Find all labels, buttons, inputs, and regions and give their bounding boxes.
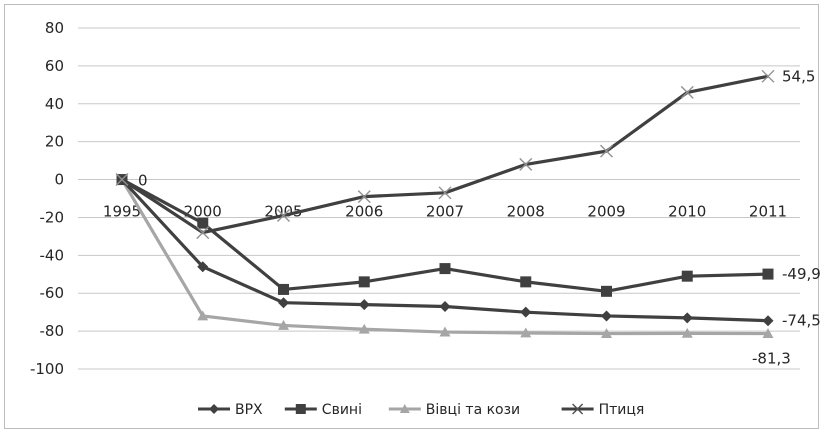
marker-x-stroke [600,144,613,158]
data-label: 0 [138,172,148,190]
y-tick-label: 60 [45,57,64,75]
marker-x-stroke [357,190,371,204]
legend-item: Вівці та кози [388,402,520,418]
marker-x-stroke [519,157,533,171]
marker-x-stroke [761,69,775,83]
data-point [762,268,774,280]
x-tick-label: 1995 [103,203,141,221]
x-tick-label: 2007 [426,203,464,221]
data-point [278,297,289,309]
data-point [196,226,210,240]
chart-frame [4,4,819,429]
data-point [762,315,774,327]
y-tick-label: -20 [40,208,65,226]
x-tick-label: 2009 [587,203,625,221]
y-tick-label: 20 [45,133,64,151]
data-point [357,190,371,204]
data-point [197,310,209,321]
data-point [278,319,289,330]
data-point [358,276,370,288]
marker-x-stroke [115,173,129,187]
data-point [439,326,451,337]
data-label: -74,5 [782,312,821,330]
legend-item: Свині [284,402,362,418]
data-label: -49,9 [782,265,821,283]
series-line [120,178,769,323]
legend-label: Вівці та кози [426,402,520,418]
data-label: -81,3 [752,350,791,368]
data-point [520,276,532,288]
legend-item: Птиця [561,402,645,418]
x-tick-label: 2000 [184,203,222,221]
data-point [278,283,289,295]
data-labels: 0 54,5 -49,9 -74,5 -81,3 [138,67,821,367]
data-point [438,186,452,200]
data-point [681,312,693,324]
data-point [681,327,693,338]
data-point [115,173,129,187]
marker-x-stroke [277,209,290,223]
legend-swatch-marker [399,404,410,413]
data-point [520,306,532,318]
data-point [761,69,775,83]
data-point [601,310,612,322]
marker-x-stroke [680,85,694,99]
data-point [358,299,370,311]
y-tick-label: -40 [40,246,65,264]
data-point [439,263,451,275]
data-point [520,327,532,338]
data-point [601,328,612,338]
x-tick-label: 2008 [507,203,545,221]
data-point [762,328,774,338]
legend-swatch-marker [209,404,219,414]
marker-x-stroke [572,403,584,415]
x-tick-label: 2006 [345,203,383,221]
legend-swatch-marker [295,404,306,414]
x-tick-label: 2010 [668,203,706,221]
x-tick-label: 2011 [749,203,787,221]
data-point [439,300,451,312]
data-point [681,270,693,282]
data-point [600,144,613,158]
data-point [519,157,533,171]
y-tick-label: -80 [40,322,65,340]
y-tick-label: 0 [54,171,64,189]
series-markers [115,69,775,338]
data-point [277,209,290,223]
legend-label: ВРХ [235,402,263,418]
data-point [197,217,209,229]
y-tick-label: 40 [45,95,64,113]
data-label: 54,5 [782,67,815,85]
legend-swatch-marker [572,403,584,415]
data-point [197,261,209,273]
legend-item: ВРХ [198,402,263,418]
y-tick-label: 80 [45,19,64,37]
y-axis-ticks: 80 60 40 20 0 -20 -40 -60 -80 -100 [30,19,64,378]
data-point [680,85,694,99]
x-axis-ticks: 1995 2000 2005 2006 2007 2008 2009 2010 2011 [103,203,787,221]
legend: ВРХ Свині Вівці та кози Птиця [198,402,644,418]
data-point [601,285,612,297]
marker-x-stroke [196,226,210,240]
marker-x-stroke [438,186,452,200]
data-point [358,323,370,334]
legend-label: Птиця [599,402,645,418]
y-tick-label: -60 [40,284,65,302]
legend-label: Свині [322,402,362,418]
y-tick-label: -100 [30,360,64,378]
